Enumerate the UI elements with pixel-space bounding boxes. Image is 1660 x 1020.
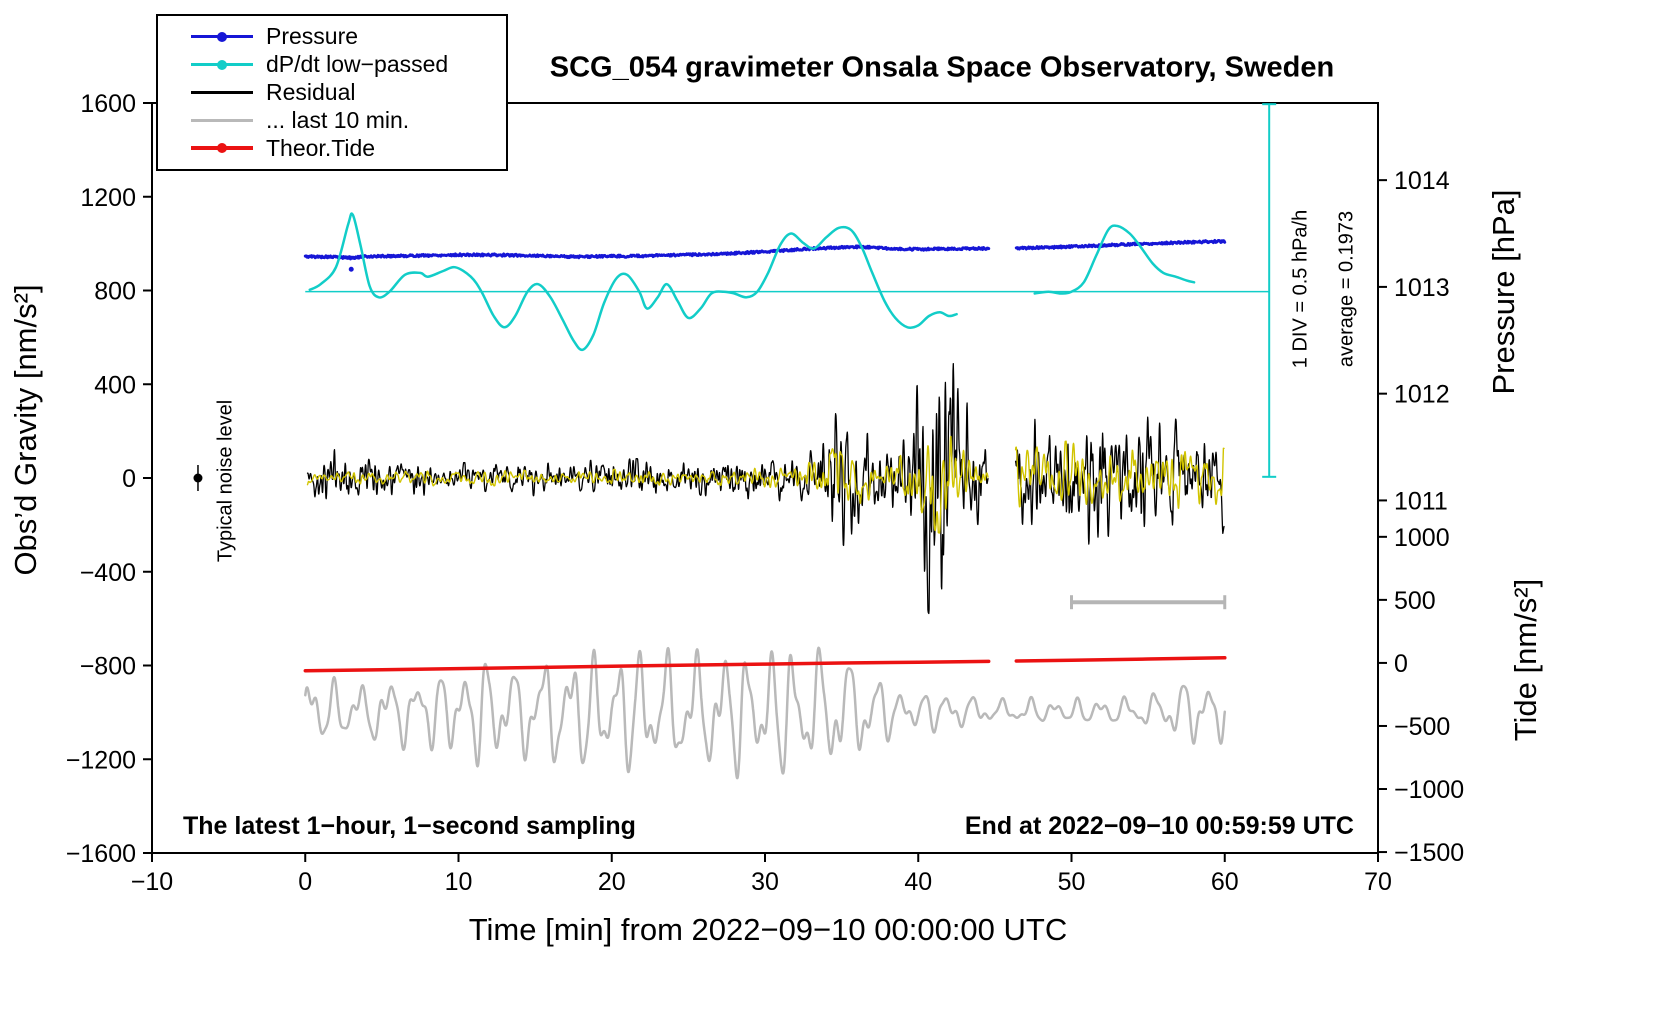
gravity-tick-label: 800	[94, 278, 136, 306]
x-tick-label: 20	[598, 868, 626, 896]
x-tick-label: 50	[1058, 868, 1086, 896]
legend-label-residual: Residual	[266, 78, 356, 105]
pressure-tick-label: 1014	[1394, 167, 1450, 195]
gravity-tick-label: 1200	[80, 184, 136, 212]
legend-swatch-last10min	[191, 114, 253, 126]
average-label: average = 0.1973	[1335, 210, 1358, 368]
noise-level-label: Typical noise level	[214, 399, 237, 563]
gravity-tick-label: −1600	[66, 840, 136, 868]
gravity-tick-label: −400	[80, 559, 136, 587]
legend-item-pressure: Pressure	[191, 23, 506, 50]
x-tick-label: 30	[751, 868, 779, 896]
tide-tick-label: 0	[1394, 650, 1408, 678]
x-tick-label: −10	[131, 868, 173, 896]
legend-item-theor-tide: Theor.Tide	[191, 135, 506, 161]
legend-line	[191, 90, 253, 95]
legend-item-last10min: ... last 10 min.	[191, 107, 506, 133]
note-sampling: The latest 1−hour, 1−second sampling	[183, 812, 636, 840]
legend-swatch-theor-tide	[191, 142, 253, 154]
legend-swatch-dpdt	[191, 59, 253, 71]
legend-label-pressure: Pressure	[266, 23, 359, 50]
tide-axis-label: Tide [nm/s²]	[1508, 578, 1543, 742]
series-pressure	[303, 244, 991, 261]
legend-item-residual: Residual	[191, 79, 506, 105]
legend-swatch-residual	[191, 86, 253, 98]
series-residual-recent-overlay	[1014, 440, 1225, 509]
x-tick-label: 70	[1364, 868, 1392, 896]
chart-title: SCG_054 gravimeter Onsala Space Observat…	[549, 51, 1335, 84]
time-axis-label: Time [min] from 2022−09−10 00:00:00 UTC	[468, 912, 1068, 947]
series-residual	[306, 362, 989, 615]
gravity-axis-label: Obs’d Gravity [nm/s²]	[8, 284, 43, 576]
series-dpdt-low-passed	[1033, 224, 1196, 295]
legend-dot	[217, 59, 227, 70]
series-pressure	[1014, 239, 1227, 251]
pressure-tick-label: 1011	[1394, 487, 1448, 515]
legend-label-theor-tide: Theor.Tide	[266, 134, 376, 161]
pressure-tick-label: 1013	[1394, 274, 1450, 302]
series-residual	[1014, 416, 1225, 545]
pressure-axis-label: Pressure [hPa]	[1486, 189, 1521, 395]
gravity-tick-label: 0	[122, 465, 136, 493]
series-last-10-min	[304, 646, 1227, 780]
gravity-tick-label: 1600	[80, 90, 136, 118]
x-tick-label: 10	[445, 868, 473, 896]
series-dpdt-low-passed	[308, 212, 958, 352]
series-theor-tide	[1014, 656, 1227, 663]
tide-tick-label: 1000	[1394, 524, 1450, 552]
note-end-time: End at 2022−09−10 00:59:59 UTC	[964, 812, 1354, 840]
legend-label-dpdt: dP/dt low−passed	[266, 51, 449, 78]
pressure-outlier-dot	[348, 266, 354, 272]
legend-item-dpdt: dP/dt low−passed	[191, 51, 506, 78]
x-tick-label: 0	[298, 868, 312, 896]
legend-line	[191, 118, 253, 123]
gravity-tick-label: −800	[80, 653, 136, 681]
tide-tick-label: −1000	[1394, 776, 1464, 804]
legend-swatch-pressure	[191, 31, 253, 43]
pressure-tick-label: 1012	[1394, 381, 1450, 409]
series-theor-tide	[303, 659, 991, 673]
legend-dot	[217, 31, 227, 42]
div-scale-label: 1 DIV = 0.5 hPa/h	[1289, 209, 1312, 369]
gravity-tick-label: −1200	[66, 746, 136, 774]
legend-dot	[217, 143, 227, 154]
x-tick-label: 60	[1211, 868, 1239, 896]
legend: Pressure dP/dt low−passed Residual ... l…	[156, 14, 508, 171]
legend-label-last10min: ... last 10 min.	[266, 106, 410, 133]
series-residual-recent-overlay	[306, 435, 989, 534]
tide-tick-label: −500	[1394, 713, 1450, 741]
gravity-tick-label: 400	[94, 371, 136, 399]
noise-level-marker	[193, 473, 203, 483]
x-tick-label: 40	[904, 868, 932, 896]
tide-tick-label: 500	[1394, 587, 1436, 615]
tide-tick-label: −1500	[1394, 839, 1464, 867]
